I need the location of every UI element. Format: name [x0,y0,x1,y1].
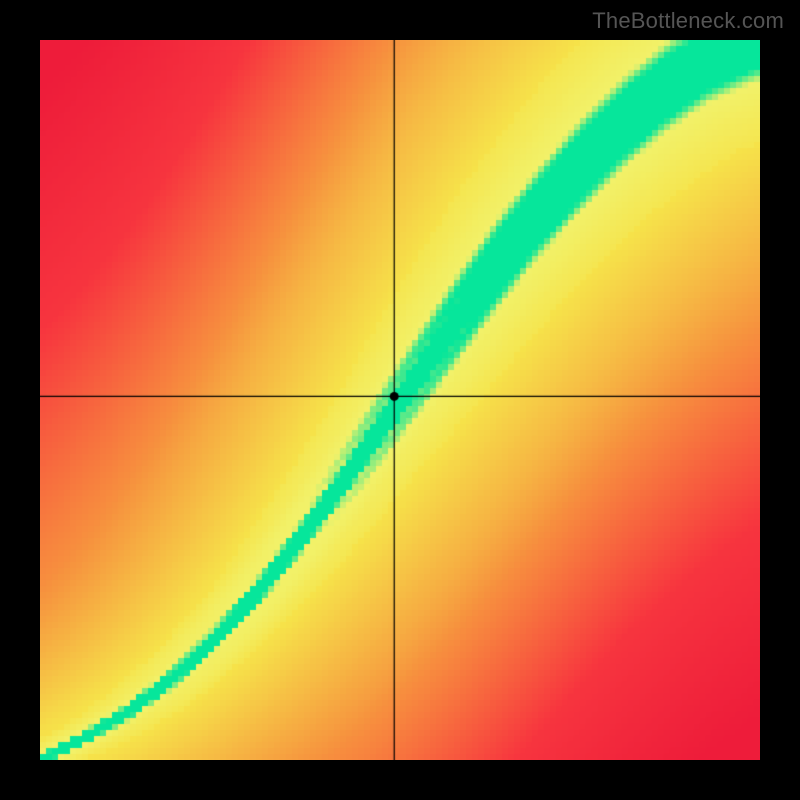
bottleneck-heatmap [40,40,760,760]
attribution-text: TheBottleneck.com [592,8,784,34]
heatmap-canvas [40,40,760,760]
